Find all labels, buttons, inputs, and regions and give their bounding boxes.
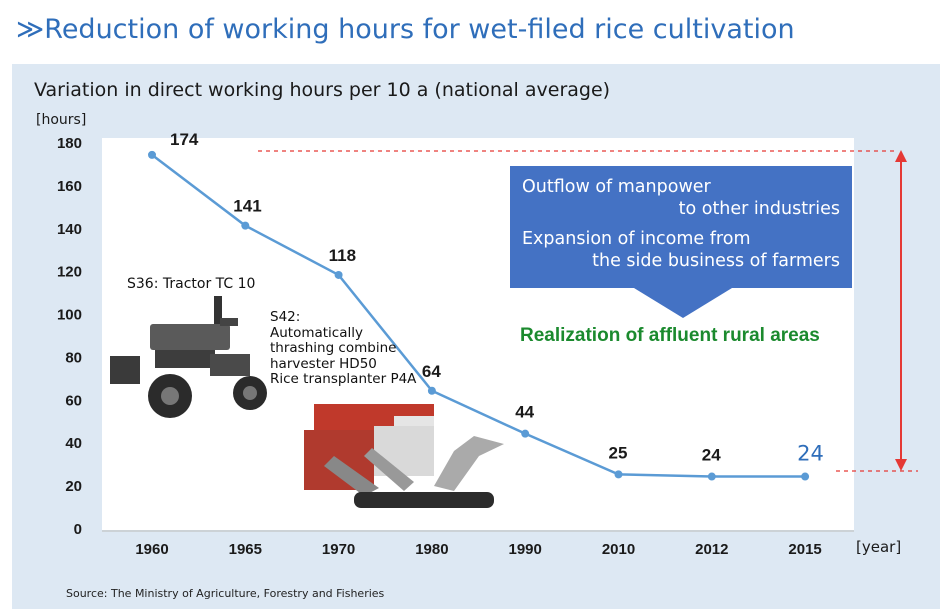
data-point (521, 429, 530, 438)
info-box-line-2: to other industries (678, 199, 840, 219)
x-tick-label: 1980 (415, 541, 448, 558)
x-axis-ticks: 1960 1965 1970 1980 1990 2010 2012 2015 (135, 541, 821, 558)
source-note: Source: The Ministry of Agriculture, For… (66, 587, 385, 600)
data-label: 25 (609, 443, 628, 462)
tractor-note: S36: Tractor TC 10 (127, 276, 256, 292)
data-label: 174 (170, 130, 199, 149)
combine-note-line: S42: (270, 309, 301, 325)
series-points (148, 150, 810, 481)
tractor-image (110, 296, 267, 418)
combine-note-line: Automatically (270, 324, 363, 341)
y-axis-unit: [hours] (36, 112, 87, 128)
x-axis-unit: [year] (856, 538, 902, 556)
chart-title: Variation in direct working hours per 10… (34, 79, 611, 101)
data-point (334, 270, 343, 279)
combine-note: S42: Automatically thrashing combine har… (270, 309, 417, 388)
info-box-line-3: Expansion of income from (522, 229, 751, 249)
y-tick-label: 160 (57, 178, 82, 195)
y-tick-label: 40 (65, 435, 82, 452)
combine-note-line: harvester HD50 (270, 355, 377, 372)
combine-note-line: thrashing combine (270, 340, 397, 356)
info-box: Outflow of manpower to other industries … (510, 166, 852, 288)
data-point (148, 150, 156, 159)
data-point (614, 470, 623, 479)
down-arrow-icon (634, 288, 732, 318)
info-box-line-4: the side business of farmers (592, 251, 840, 271)
y-tick-label: 80 (65, 349, 82, 366)
x-tick-label: 1990 (509, 541, 542, 558)
y-tick-label: 20 (65, 478, 82, 495)
x-tick-label: 2015 (788, 541, 821, 558)
data-label: 24 (702, 446, 721, 465)
data-label: 64 (422, 362, 441, 381)
data-label: 44 (515, 403, 534, 422)
data-point (801, 472, 810, 481)
x-tick-label: 1970 (322, 541, 355, 558)
y-tick-label: 100 (57, 307, 82, 324)
y-tick-label: 140 (57, 221, 82, 238)
data-labels: 174 141 118 64 44 25 24 24 (170, 130, 824, 466)
info-box-line-1: Outflow of manpower (522, 177, 711, 197)
data-point (241, 221, 250, 230)
x-tick-label: 1960 (135, 541, 168, 558)
y-tick-label: 60 (65, 392, 82, 409)
reduction-arrow-head-top (895, 150, 907, 162)
y-tick-label: 0 (74, 521, 82, 538)
series-line (151, 153, 806, 478)
page-title: ≫Reduction of working hours for wet-file… (16, 14, 795, 45)
data-label: 141 (233, 197, 261, 216)
data-label: 118 (329, 246, 356, 265)
x-tick-label: 2012 (695, 541, 728, 558)
result-text: Realization of affluent rural areas (520, 325, 820, 346)
data-point (427, 386, 436, 395)
y-tick-label: 120 (57, 264, 82, 281)
x-tick-label: 1965 (229, 541, 262, 558)
data-point (707, 472, 716, 481)
y-axis-ticks: 0 20 40 60 80 100 120 140 160 180 (57, 135, 82, 538)
combine-harvester-image (304, 404, 504, 508)
x-tick-label: 2010 (602, 541, 635, 558)
data-label: 24 (797, 442, 824, 466)
reduction-arrow-head-bottom (895, 459, 907, 471)
y-tick-label: 180 (57, 135, 82, 152)
combine-note-line: Rice transplanter P4A (270, 371, 417, 387)
